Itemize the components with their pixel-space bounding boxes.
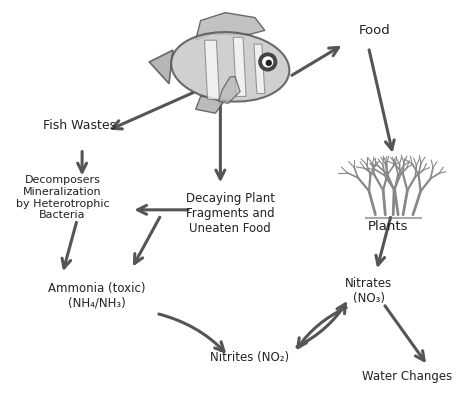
Polygon shape <box>233 37 246 97</box>
Polygon shape <box>205 40 219 99</box>
Text: Water Changes: Water Changes <box>362 369 453 383</box>
Text: Fish Wastes: Fish Wastes <box>43 119 116 132</box>
Text: Nitrates
(NO₃): Nitrates (NO₃) <box>345 277 392 305</box>
Polygon shape <box>149 50 173 84</box>
Polygon shape <box>219 77 240 103</box>
Ellipse shape <box>171 32 289 102</box>
Circle shape <box>259 53 277 71</box>
Circle shape <box>263 57 273 67</box>
Polygon shape <box>254 44 265 93</box>
Text: Food: Food <box>359 25 391 38</box>
Text: Decaying Plant
Fragments and
Uneaten Food: Decaying Plant Fragments and Uneaten Foo… <box>186 192 275 235</box>
Circle shape <box>266 61 271 65</box>
Text: Decomposers
Mineralization
by Heterotrophic
Bacteria: Decomposers Mineralization by Heterotrop… <box>16 175 109 220</box>
Polygon shape <box>196 97 225 113</box>
Text: Plants: Plants <box>368 220 409 233</box>
Text: Nitrites (NO₂): Nitrites (NO₂) <box>210 351 290 364</box>
Polygon shape <box>196 13 265 40</box>
Text: Ammonia (toxic)
(NH₄/NH₃): Ammonia (toxic) (NH₄/NH₃) <box>48 282 146 310</box>
